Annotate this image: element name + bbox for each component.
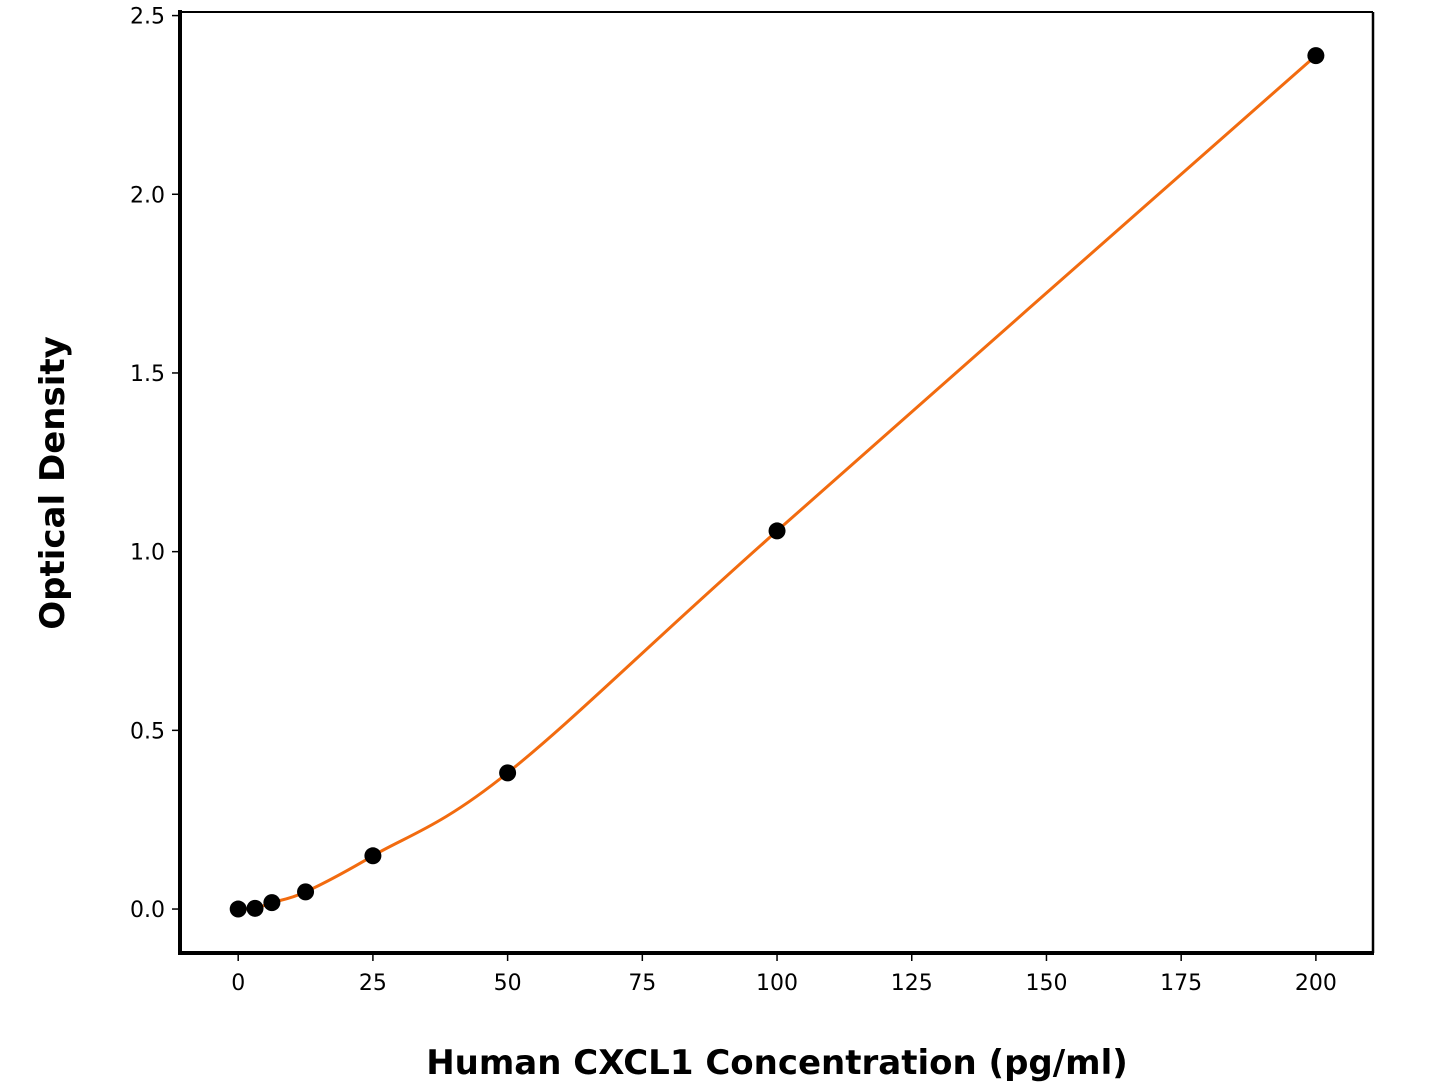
data-point <box>229 900 247 918</box>
x-tick-label: 75 <box>628 971 656 996</box>
data-point <box>499 764 517 782</box>
y-tick-label: 1.5 <box>130 362 165 387</box>
x-tick-label: 175 <box>1160 971 1202 996</box>
data-point <box>263 894 281 912</box>
x-tick-label: 50 <box>494 971 522 996</box>
data-point <box>364 847 382 865</box>
y-tick-label: 0.5 <box>130 719 165 744</box>
y-axis-title: Optical Density <box>33 336 73 630</box>
x-tick-label: 150 <box>1025 971 1067 996</box>
fitted-curve-layer <box>238 54 1317 911</box>
x-tick-label: 125 <box>891 971 933 996</box>
y-tick-label: 2.5 <box>130 5 165 30</box>
data-point <box>246 899 264 917</box>
axes <box>178 10 1375 955</box>
x-tick-label: 0 <box>231 971 245 996</box>
x-tick-label: 100 <box>756 971 798 996</box>
x-axis-title: Human CXCL1 Concentration (pg/ml) <box>426 1043 1128 1083</box>
data-point <box>768 522 786 540</box>
x-tick-label: 25 <box>359 971 387 996</box>
x-tick-label: 200 <box>1295 971 1337 996</box>
y-tick-label: 1.0 <box>130 541 165 566</box>
data-point <box>297 883 315 901</box>
fitted-curve-line <box>238 54 1317 911</box>
y-tick-label: 0.0 <box>130 898 165 923</box>
data-point <box>1307 47 1325 65</box>
data-points-layer <box>229 47 1325 918</box>
y-tick-label: 2.0 <box>130 183 165 208</box>
ticks: 0 25 50 75 100 125 150 175 200 0.0 0.5 1.0 1.5 2.0 2.5 <box>130 5 1337 996</box>
